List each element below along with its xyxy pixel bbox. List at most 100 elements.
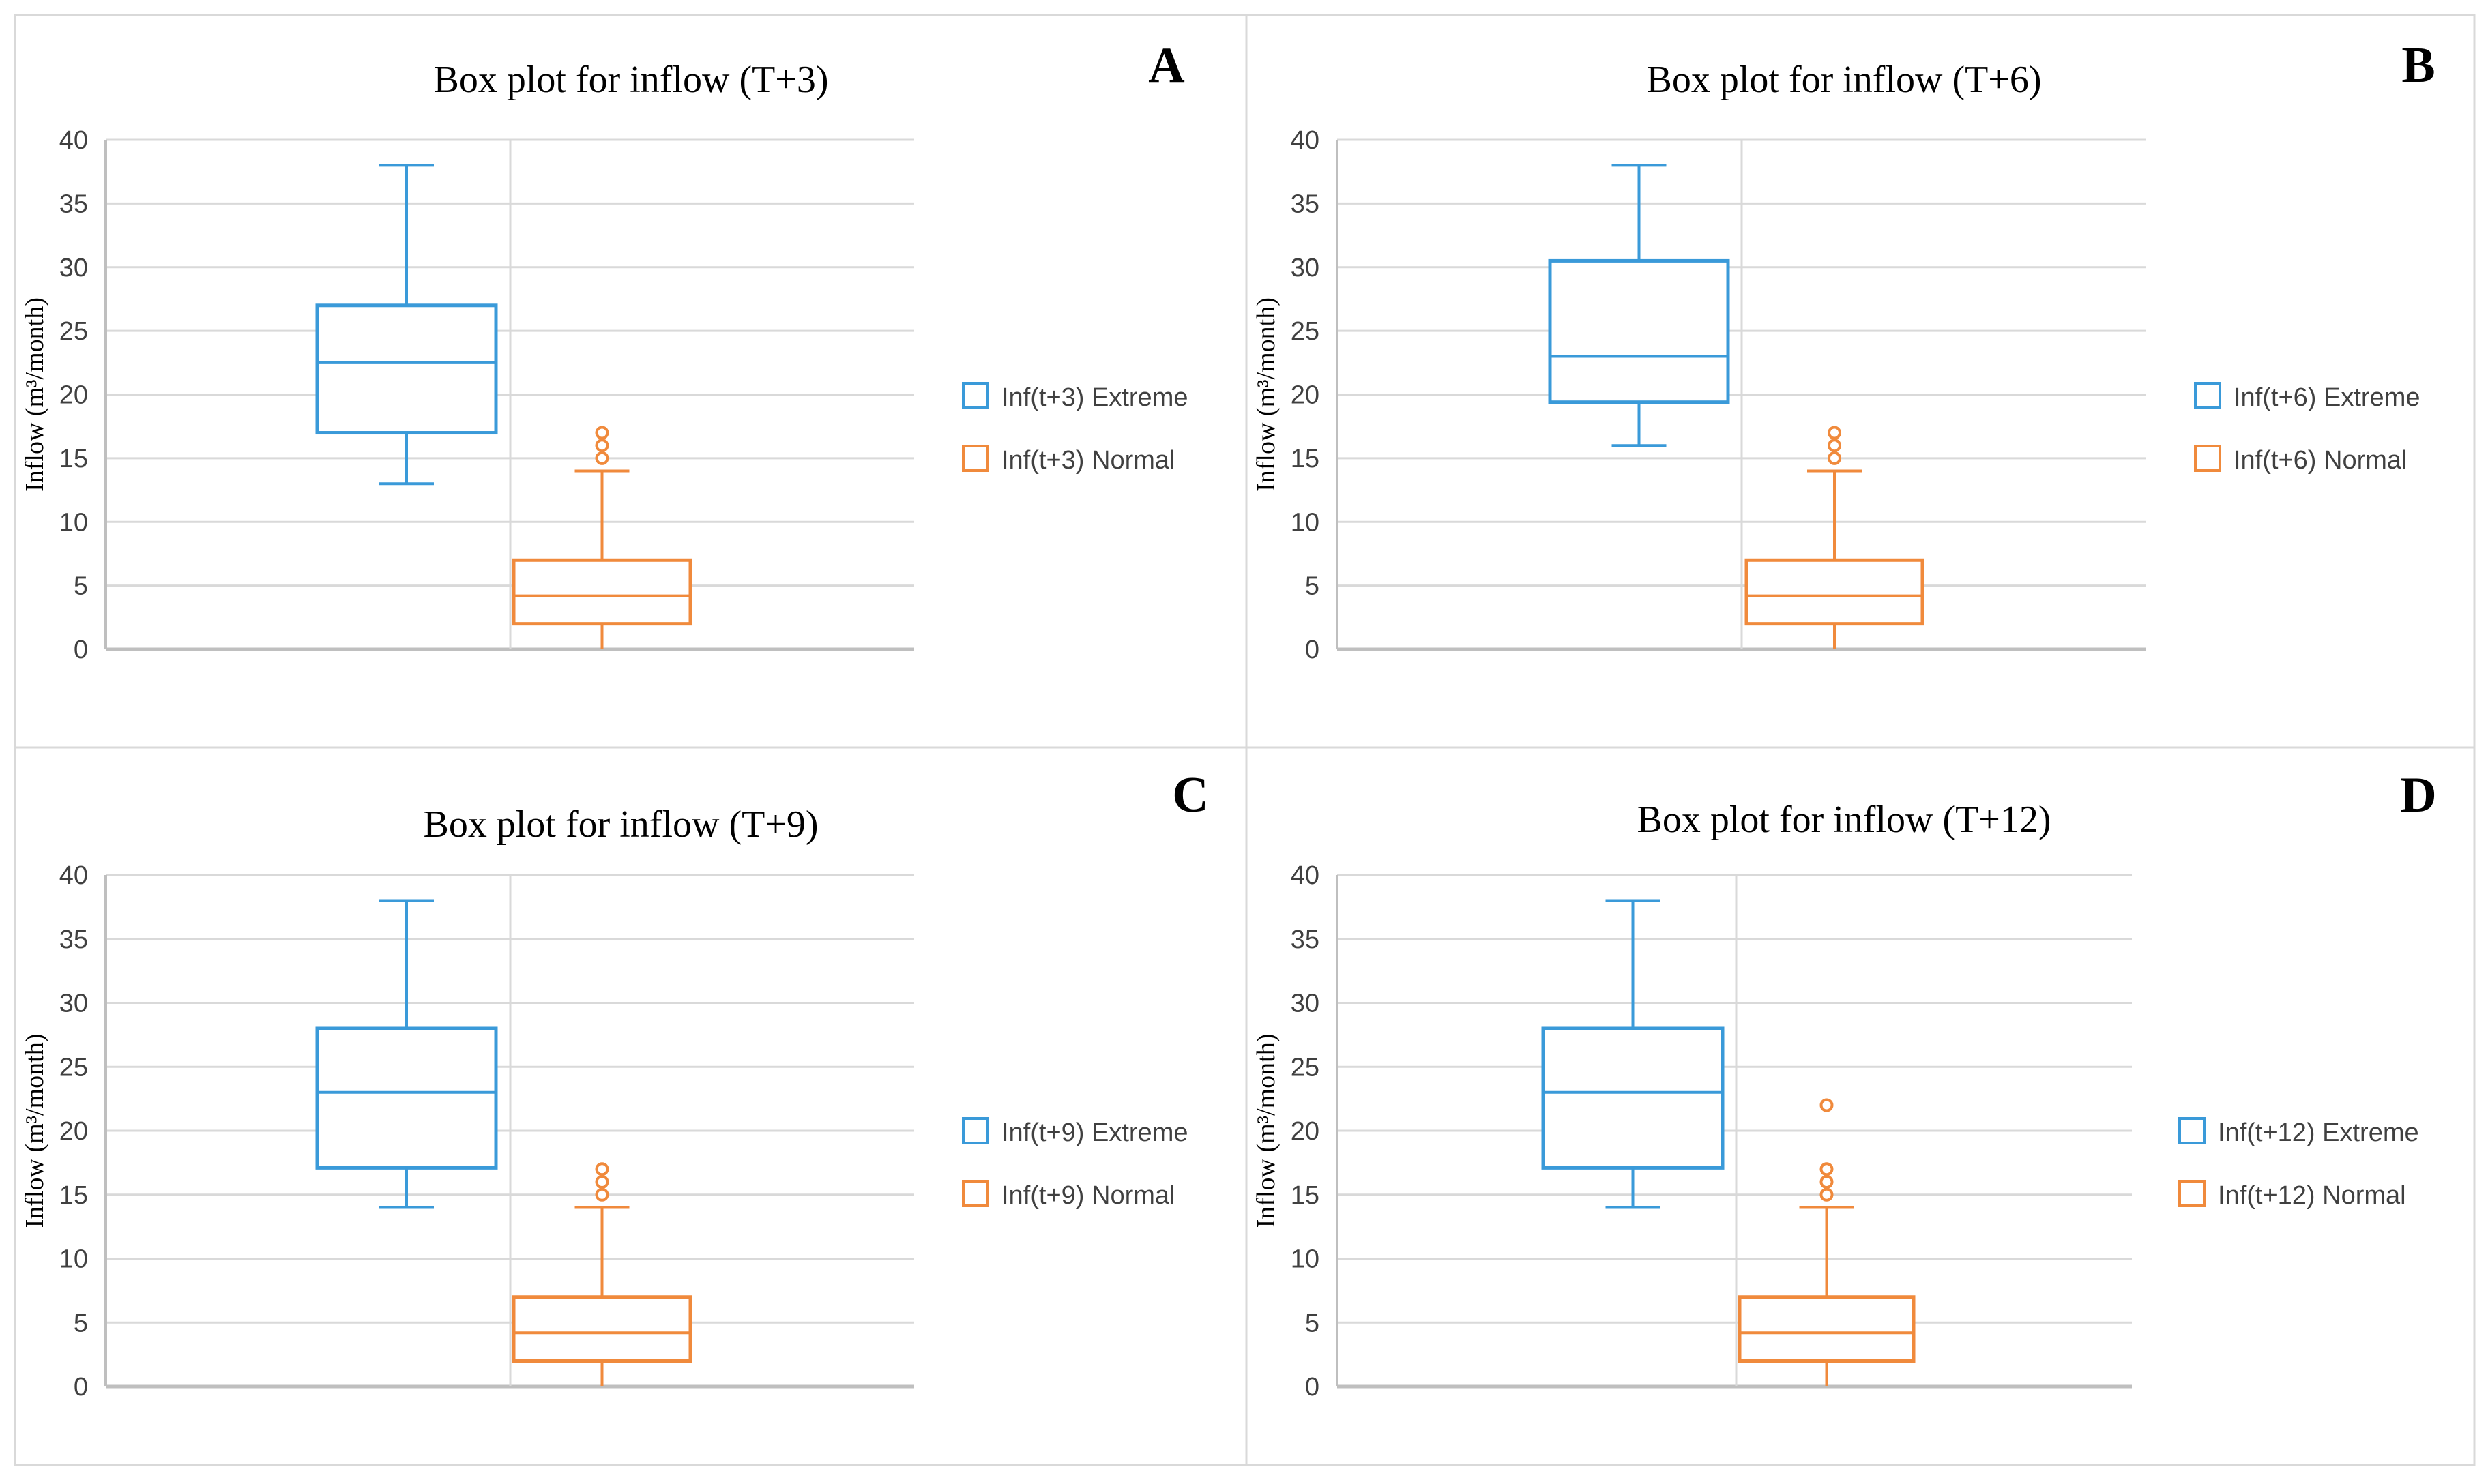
panel-letter: C — [1172, 767, 1208, 823]
legend-entry: Inf(t+9) Normal — [1001, 1181, 1175, 1210]
outlier-point — [1828, 439, 1841, 453]
y-tick-label: 30 — [1291, 990, 1319, 1018]
chart-panel-a: 0 5 10 15 20 25 30 35 40 Box plot for inflow (T+3… — [14, 14, 1248, 749]
y-tick-label: 35 — [1291, 190, 1319, 218]
outlier-point — [1828, 426, 1841, 440]
legend-swatch — [2178, 1117, 2206, 1144]
chart-title: Box plot for inflow (T+12) — [1637, 799, 2051, 841]
outlier-point — [595, 426, 609, 440]
y-tick-label: 25 — [59, 1053, 88, 1082]
y-tick-label: 10 — [1291, 508, 1319, 537]
outlier-point — [1819, 1098, 1834, 1112]
chart-panel-d: 0 5 10 15 20 25 30 35 40 Box plot for inflow (T+1… — [1245, 746, 2476, 1466]
legend-swatch — [962, 1117, 989, 1144]
y-tick-label: 5 — [74, 1309, 88, 1337]
y-axis-label: Inflow (m³/month) — [20, 1034, 49, 1228]
legend-swatch — [962, 1180, 989, 1207]
y-tick-label: 15 — [1291, 445, 1319, 473]
y-tick-label: 10 — [1291, 1245, 1319, 1274]
chart-panel-c: 0 5 10 15 20 25 30 35 40 Box plot for inflow (T+9… — [14, 746, 1248, 1466]
y-axis-label: Inflow (m³/month) — [20, 297, 49, 492]
chart-title: Box plot for inflow (T+9) — [423, 803, 818, 846]
box-extreme — [315, 899, 498, 1209]
y-tick-label: 15 — [59, 445, 88, 473]
chart-panel-b: 0 5 10 15 20 25 30 35 40 Box plot for inflow (T+6… — [1245, 14, 2476, 749]
iqr-box — [1744, 558, 1924, 626]
legend-entry: Inf(t+6) Normal — [2234, 446, 2407, 475]
outlier-point — [1819, 1175, 1834, 1189]
y-tick-label: 10 — [59, 1245, 88, 1274]
legend-entry: Inf(t+12) Extreme — [2218, 1118, 2419, 1147]
panel-letter: D — [2400, 767, 2436, 823]
box-normal — [1738, 1098, 1916, 1386]
y-tick-label: 20 — [59, 1117, 88, 1146]
y-tick-label: 25 — [1291, 1053, 1319, 1082]
outlier-point — [595, 1175, 609, 1189]
legend-swatch — [2178, 1180, 2206, 1207]
y-tick-label: 0 — [1305, 636, 1319, 664]
box-normal — [1744, 426, 1924, 649]
legend-swatch — [2194, 445, 2221, 472]
y-tick-label: 5 — [74, 572, 88, 601]
outlier-point — [595, 451, 609, 465]
y-tick-label: 15 — [1291, 1181, 1319, 1210]
outlier-point — [1819, 1162, 1834, 1176]
legend-entry: Inf(t+3) Extreme — [1001, 383, 1188, 412]
y-tick-label: 40 — [1291, 126, 1319, 155]
iqr-box — [512, 558, 692, 626]
y-tick-label: 40 — [59, 861, 88, 890]
iqr-box — [315, 1026, 498, 1170]
y-tick-label: 15 — [59, 1181, 88, 1210]
y-tick-label: 40 — [1291, 861, 1319, 890]
panel-border — [14, 14, 1248, 749]
iqr-box — [1548, 258, 1730, 404]
outlier-point — [1819, 1187, 1834, 1202]
box-normal — [512, 1162, 692, 1386]
legend-swatch — [962, 382, 989, 409]
chart-title: Box plot for inflow (T+3) — [433, 59, 828, 101]
y-tick-label: 20 — [1291, 1117, 1319, 1146]
y-tick-label: 40 — [59, 126, 88, 155]
legend-swatch — [962, 445, 989, 472]
y-tick-label: 5 — [1305, 572, 1319, 601]
y-tick-label: 25 — [1291, 317, 1319, 346]
y-tick-label: 30 — [59, 254, 88, 282]
box-extreme — [315, 164, 498, 486]
outlier-point — [1828, 451, 1841, 465]
panel-letter: A — [1148, 38, 1184, 93]
y-tick-label: 35 — [59, 925, 88, 954]
y-tick-label: 0 — [1305, 1373, 1319, 1401]
y-tick-label: 30 — [59, 990, 88, 1018]
iqr-box — [512, 1295, 692, 1363]
y-tick-label: 25 — [59, 317, 88, 346]
chart-title: Box plot for inflow (T+6) — [1646, 59, 2041, 101]
y-axis-label: Inflow (m³/month) — [1252, 1034, 1280, 1228]
legend-swatch — [2194, 382, 2221, 409]
legend-entry: Inf(t+9) Extreme — [1001, 1118, 1188, 1147]
legend-entry: Inf(t+12) Normal — [2218, 1181, 2406, 1210]
iqr-box — [315, 303, 498, 435]
box-extreme — [1548, 164, 1730, 447]
outlier-point — [595, 439, 609, 453]
outlier-point — [595, 1187, 609, 1202]
y-tick-label: 35 — [59, 190, 88, 218]
outlier-point — [595, 1162, 609, 1176]
y-tick-label: 0 — [74, 636, 88, 664]
iqr-box — [1738, 1295, 1916, 1363]
y-tick-label: 35 — [1291, 925, 1319, 954]
y-tick-label: 20 — [1291, 381, 1319, 410]
y-tick-label: 5 — [1305, 1309, 1319, 1337]
panel-border — [1245, 746, 2476, 1466]
panel-letter: B — [2401, 38, 2435, 93]
y-axis-label: Inflow (m³/month) — [1252, 297, 1280, 492]
box-extreme — [1541, 899, 1725, 1209]
y-tick-label: 20 — [59, 381, 88, 410]
legend-entry: Inf(t+3) Normal — [1001, 446, 1175, 475]
y-tick-label: 30 — [1291, 254, 1319, 282]
panel-border — [1245, 14, 2476, 749]
iqr-box — [1541, 1026, 1725, 1170]
box-normal — [512, 426, 692, 649]
legend-entry: Inf(t+6) Extreme — [2234, 383, 2420, 412]
